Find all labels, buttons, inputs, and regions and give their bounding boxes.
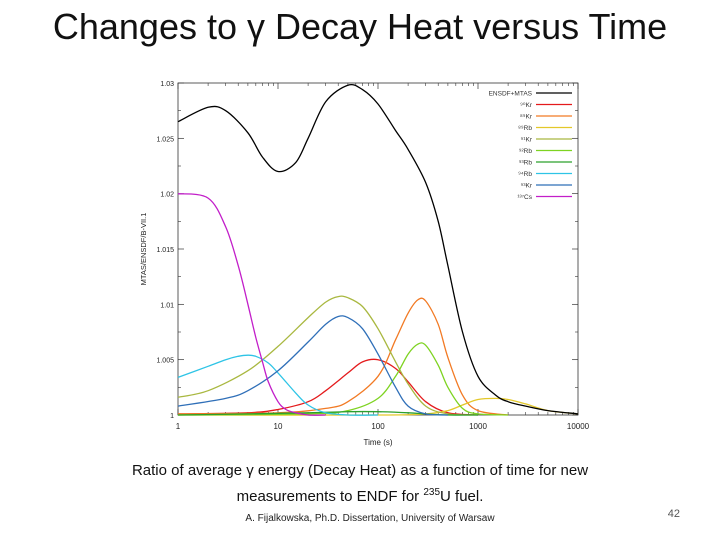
x-tick-label: 10 [274,422,283,431]
series-line [177,193,326,416]
legend-label: ⁹¹Kr [521,137,533,144]
caption-line-2: measurements to ENDF for 235U fuel. [100,482,620,508]
caption-line-2-suffix: U fuel. [440,488,484,505]
y-tick-label: 1.02 [160,192,174,199]
title-suffix: Decay Heat versus Time [265,6,668,47]
legend-label: ENSDF+MTAS [489,91,533,98]
slide-credit: A. Fijalkowska, Ph.D. Dissertation, Univ… [245,513,495,524]
series-line [177,295,479,416]
y-tick-label: 1.005 [156,358,174,365]
slide-title: Changes to γ Decay Heat versus Time [0,6,720,48]
y-tick-label: 1 [170,413,174,420]
caption-line-2-prefix: measurements to ENDF for [236,488,424,505]
x-tick-label: 1000 [469,422,487,431]
y-axis-label: MTAS/ENSDF/B-VII.1 [140,213,148,286]
x-tick-label: 1 [176,422,181,431]
series-line [177,397,579,416]
legend-label: ⁹⁰Kr [520,102,533,109]
legend-label: ⁸⁹Kr [520,114,533,121]
caption-line-1: Ratio of average γ energy (Decay Heat) a… [131,462,589,479]
legend-label: ⁹⁴Rb [518,171,532,178]
y-tick-label: 1.015 [156,247,174,254]
legend-label: ¹³⁷Cs [517,194,532,201]
legend-label: ⁹³Kr [521,183,533,190]
y-tick-label: 1.03 [160,81,174,88]
page-number: 42 [667,508,680,520]
caption-isotope-mass: 235 [423,487,441,498]
series-line [177,83,579,415]
title-prefix: Changes to [52,6,247,47]
legend-label: ⁹³Rb [519,160,533,167]
decay-heat-ratio-chart: 1 10 100 1000 10000 1 1.005 1.01 1.015 1.02 1.025 1… [140,81,590,447]
x-axis-label: Time (s) [363,438,392,447]
slide-caption: Ratio of average γ energy (Decay Heat) a… [100,460,620,508]
series-line [177,315,448,416]
y-tick-label: 1.01 [160,302,174,309]
series-line [177,354,379,416]
y-tick-label: 1.025 [156,136,174,143]
legend-label: ⁹²Rb [519,148,533,155]
plot-frame [177,82,579,416]
x-tick-label: 10000 [567,422,590,431]
title-gamma-symbol: γ [247,6,265,47]
legend-label: ⁸⁹Rb [518,125,532,132]
series-line [177,297,509,416]
series-line [177,358,479,416]
x-tick-label: 100 [371,422,385,431]
